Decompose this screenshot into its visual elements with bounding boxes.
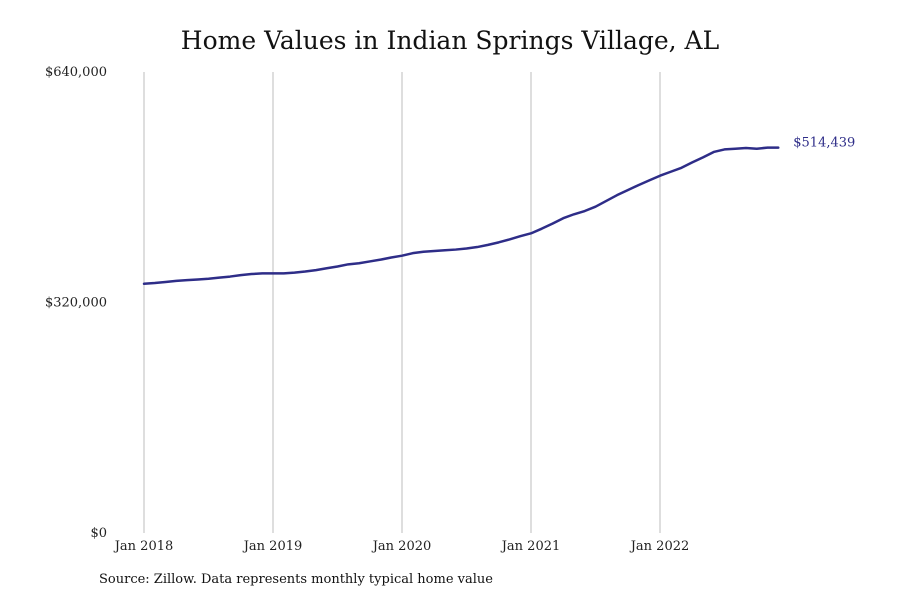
- x-tick-label: Jan 2019: [242, 539, 303, 554]
- y-axis-tick-labels: $0 $320,000 $640,000: [45, 65, 107, 541]
- latest-value-label: $514,439: [793, 136, 855, 151]
- y-tick-label: $320,000: [45, 296, 107, 311]
- x-axis-tick-labels: Jan 2018 Jan 2019 Jan 2020 Jan 2021 Jan 2022: [113, 539, 690, 554]
- y-tick-label: $0: [90, 526, 107, 541]
- chart-title: Home Values in Indian Springs Village, A…: [180, 26, 720, 55]
- home-value-series-line: [142, 146, 780, 286]
- source-note: Source: Zillow. Data represents monthly …: [99, 572, 493, 587]
- x-tick-label: Jan 2021: [500, 539, 561, 554]
- y-tick-label: $640,000: [45, 65, 107, 80]
- x-tick-label: Jan 2022: [629, 539, 690, 554]
- x-tick-label: Jan 2018: [113, 539, 174, 554]
- vertical-gridlines: [143, 72, 661, 533]
- x-tick-label: Jan 2020: [371, 539, 432, 554]
